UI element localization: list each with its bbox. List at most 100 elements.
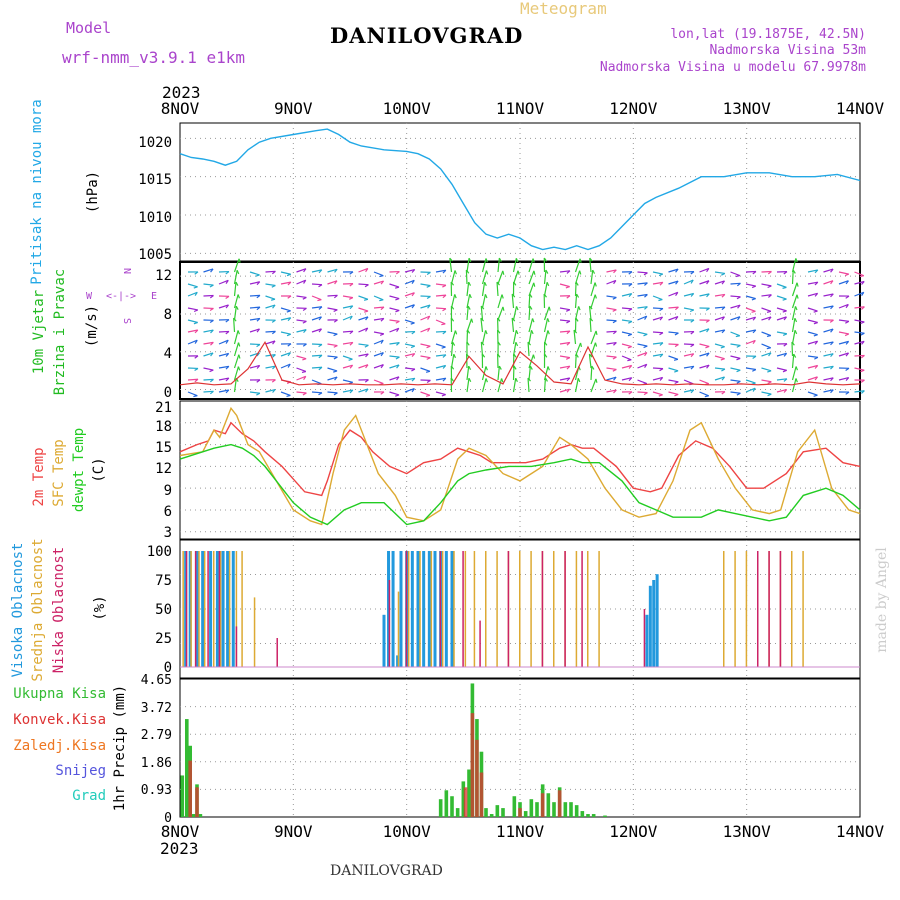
wind-arrow bbox=[280, 363, 291, 369]
wind-arrow-head bbox=[751, 310, 756, 313]
pressure-tick: 1010 bbox=[138, 210, 172, 226]
cloud-mid-bar bbox=[253, 597, 256, 667]
year-label-top: 2023 bbox=[162, 83, 201, 102]
wind-arrow-head bbox=[721, 294, 726, 298]
wind-arrow-head bbox=[689, 309, 695, 313]
wind-arrow-head bbox=[659, 308, 664, 312]
time-tick-label: 13NOV bbox=[723, 99, 772, 118]
cloud-high-bar bbox=[382, 614, 386, 667]
wind-arrow-head bbox=[225, 279, 229, 284]
wind-arrow-head bbox=[589, 305, 593, 310]
wind-arrow bbox=[699, 364, 710, 369]
wind-arrow bbox=[621, 364, 632, 369]
wind-arrow-head bbox=[674, 381, 679, 384]
wind-arrow bbox=[280, 317, 291, 321]
wind-arrow bbox=[311, 316, 322, 321]
wind-arrow bbox=[699, 293, 710, 297]
wind-arrow-head bbox=[454, 330, 458, 335]
wind-arrow bbox=[854, 340, 865, 345]
wind-arrow bbox=[823, 341, 834, 345]
wind-arrow bbox=[807, 331, 818, 336]
wind-arrow bbox=[745, 283, 756, 287]
wind-arrow-head bbox=[333, 356, 338, 360]
wind-arrow bbox=[373, 364, 384, 369]
wind-arrow bbox=[730, 391, 741, 394]
wind-arrow bbox=[280, 352, 291, 357]
wind-arrow bbox=[311, 306, 322, 309]
cloud-high-bar bbox=[387, 551, 391, 667]
wind-arrow-head bbox=[468, 377, 472, 382]
wind-arrow bbox=[559, 388, 570, 393]
wind-arrow-head bbox=[591, 365, 595, 370]
wind-arrow bbox=[218, 339, 229, 345]
temp-dew-label: dewpt Temp bbox=[71, 428, 87, 512]
wind-arrow-head bbox=[845, 280, 849, 285]
wind-arrow-head bbox=[735, 335, 740, 338]
cloud-low-bar bbox=[643, 609, 646, 667]
precip-total-bar bbox=[198, 814, 203, 817]
wind-arrow-head bbox=[627, 346, 632, 349]
wind-arrow bbox=[807, 269, 818, 273]
wind-arrow-head bbox=[237, 342, 241, 347]
wind-arrow bbox=[838, 340, 849, 345]
wind-arrow bbox=[466, 294, 471, 309]
wind-arrow bbox=[699, 391, 709, 397]
wind-arrow bbox=[373, 352, 384, 357]
wind-arrow bbox=[730, 316, 741, 321]
wind-arrow bbox=[745, 387, 756, 393]
wind-arrow-head bbox=[468, 365, 472, 370]
wind-arrow bbox=[466, 258, 470, 273]
wind-arrow bbox=[668, 379, 679, 383]
wind-arrow bbox=[590, 330, 597, 345]
wind-arrow bbox=[358, 343, 369, 346]
wind-arrow-head bbox=[675, 292, 679, 297]
wind-arrow-head bbox=[830, 365, 834, 370]
wind-arrow-head bbox=[705, 319, 710, 323]
cloud-high-bar bbox=[399, 551, 403, 667]
wind-arrow bbox=[497, 306, 504, 321]
wind-arrow bbox=[327, 280, 338, 285]
wind-arrow bbox=[435, 354, 447, 357]
wind-arrow bbox=[280, 331, 291, 335]
wind-arrow-head bbox=[466, 329, 471, 334]
wind-arrow-head bbox=[752, 355, 757, 359]
wind-arrow-head bbox=[515, 306, 519, 311]
wind-arrow-head bbox=[348, 358, 353, 361]
wind-arrow bbox=[699, 352, 710, 357]
wind-arrow bbox=[342, 330, 354, 333]
wind-arrow bbox=[807, 376, 818, 381]
wind-arrow-head bbox=[333, 333, 338, 337]
wind-arrow-head bbox=[256, 344, 261, 348]
wind-arrow bbox=[838, 319, 849, 322]
wind-arrow-head bbox=[720, 358, 725, 361]
wind-arrow-head bbox=[349, 283, 354, 287]
cloud-high-bar bbox=[201, 551, 205, 667]
wind-arrow-head bbox=[364, 284, 369, 288]
wind-arrow-head bbox=[395, 271, 400, 275]
wind-arrow-head bbox=[752, 329, 757, 334]
wind-arrow-head bbox=[411, 353, 416, 357]
wind-arrow bbox=[187, 378, 199, 381]
cloud-mid-bar bbox=[407, 551, 410, 667]
wind-arrow bbox=[373, 331, 384, 335]
wind-arrow-head bbox=[575, 353, 579, 358]
wind-arrow-head bbox=[333, 319, 338, 323]
wind-arrow-head bbox=[465, 269, 470, 274]
precip-total-bar bbox=[450, 796, 454, 817]
precip-conv-bar bbox=[463, 787, 468, 817]
wind-arrow bbox=[233, 258, 240, 273]
wind-arrow-head bbox=[210, 329, 214, 334]
wind-arrow-head bbox=[830, 328, 834, 333]
wind-arrow-head bbox=[286, 310, 291, 313]
cloud-low-bar bbox=[462, 551, 464, 667]
cloud-low-bar bbox=[541, 551, 544, 667]
wind-arrow-head bbox=[270, 298, 276, 301]
wind-arrow bbox=[389, 355, 400, 358]
cloud-tick: 75 bbox=[155, 573, 172, 589]
precip-snow-label: Snijeg bbox=[55, 763, 106, 779]
signature: made by Angel bbox=[874, 547, 890, 653]
wind-arrow bbox=[497, 294, 503, 309]
wind-arrow-head bbox=[237, 294, 240, 299]
wind-arrow-head bbox=[546, 318, 550, 323]
wind-arrow bbox=[730, 295, 741, 298]
